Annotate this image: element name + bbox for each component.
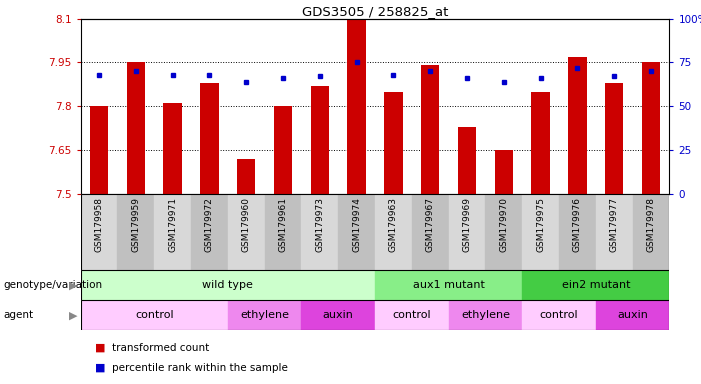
Text: GSM179961: GSM179961 bbox=[278, 197, 287, 252]
Bar bbox=[127, 63, 145, 194]
Text: GSM179970: GSM179970 bbox=[499, 197, 508, 252]
Text: ■: ■ bbox=[95, 362, 105, 373]
Bar bbox=[154, 194, 191, 270]
Bar bbox=[375, 270, 522, 300]
Text: ■: ■ bbox=[95, 343, 105, 353]
Bar bbox=[265, 194, 301, 270]
Text: GSM179978: GSM179978 bbox=[646, 197, 655, 252]
Bar bbox=[559, 194, 596, 270]
Bar bbox=[191, 194, 228, 270]
Bar bbox=[412, 194, 449, 270]
Text: auxin: auxin bbox=[322, 310, 354, 320]
Text: GSM179971: GSM179971 bbox=[168, 197, 177, 252]
Text: control: control bbox=[540, 310, 578, 320]
Text: control: control bbox=[135, 310, 174, 320]
Text: GSM179973: GSM179973 bbox=[315, 197, 325, 252]
Bar bbox=[301, 300, 375, 330]
Text: GSM179976: GSM179976 bbox=[573, 197, 582, 252]
Text: GSM179975: GSM179975 bbox=[536, 197, 545, 252]
Bar bbox=[375, 300, 449, 330]
Bar bbox=[118, 194, 154, 270]
Text: GSM179958: GSM179958 bbox=[95, 197, 104, 252]
Text: GSM179960: GSM179960 bbox=[242, 197, 251, 252]
Text: aux1 mutant: aux1 mutant bbox=[413, 280, 484, 290]
Bar bbox=[81, 194, 118, 270]
Bar bbox=[485, 194, 522, 270]
Bar bbox=[596, 300, 669, 330]
Text: agent: agent bbox=[4, 310, 34, 320]
Bar bbox=[449, 300, 522, 330]
Text: GSM179967: GSM179967 bbox=[426, 197, 435, 252]
Bar bbox=[301, 194, 338, 270]
Text: wild type: wild type bbox=[203, 280, 253, 290]
Text: ▶: ▶ bbox=[69, 280, 77, 290]
Text: auxin: auxin bbox=[617, 310, 648, 320]
Bar bbox=[348, 19, 366, 194]
Bar bbox=[163, 103, 182, 194]
Text: transformed count: transformed count bbox=[112, 343, 210, 353]
Bar bbox=[495, 150, 513, 194]
Text: GSM179963: GSM179963 bbox=[389, 197, 398, 252]
Bar bbox=[200, 83, 219, 194]
Title: GDS3505 / 258825_at: GDS3505 / 258825_at bbox=[302, 5, 448, 18]
Bar bbox=[384, 92, 402, 194]
Text: GSM179959: GSM179959 bbox=[131, 197, 140, 252]
Bar bbox=[338, 194, 375, 270]
Bar bbox=[642, 63, 660, 194]
Bar bbox=[458, 127, 476, 194]
Bar bbox=[237, 159, 255, 194]
Text: ethylene: ethylene bbox=[461, 310, 510, 320]
Bar bbox=[569, 57, 587, 194]
Text: genotype/variation: genotype/variation bbox=[4, 280, 102, 290]
Bar bbox=[228, 300, 301, 330]
Text: control: control bbox=[393, 310, 431, 320]
Text: GSM179969: GSM179969 bbox=[463, 197, 472, 252]
Bar bbox=[274, 106, 292, 194]
Bar bbox=[90, 106, 108, 194]
Bar bbox=[531, 92, 550, 194]
Text: GSM179974: GSM179974 bbox=[352, 197, 361, 252]
Bar bbox=[311, 86, 329, 194]
Bar bbox=[421, 65, 440, 194]
Text: ein2 mutant: ein2 mutant bbox=[562, 280, 630, 290]
Bar bbox=[375, 194, 412, 270]
Bar bbox=[522, 270, 669, 300]
Bar bbox=[596, 194, 632, 270]
Bar bbox=[449, 194, 485, 270]
Bar bbox=[605, 83, 623, 194]
Bar bbox=[81, 300, 228, 330]
Text: percentile rank within the sample: percentile rank within the sample bbox=[112, 362, 288, 373]
Bar bbox=[522, 300, 596, 330]
Bar bbox=[81, 270, 375, 300]
Bar bbox=[522, 194, 559, 270]
Text: GSM179977: GSM179977 bbox=[610, 197, 619, 252]
Text: ethylene: ethylene bbox=[240, 310, 289, 320]
Bar bbox=[632, 194, 669, 270]
Text: ▶: ▶ bbox=[69, 310, 77, 320]
Text: GSM179972: GSM179972 bbox=[205, 197, 214, 252]
Bar bbox=[228, 194, 265, 270]
